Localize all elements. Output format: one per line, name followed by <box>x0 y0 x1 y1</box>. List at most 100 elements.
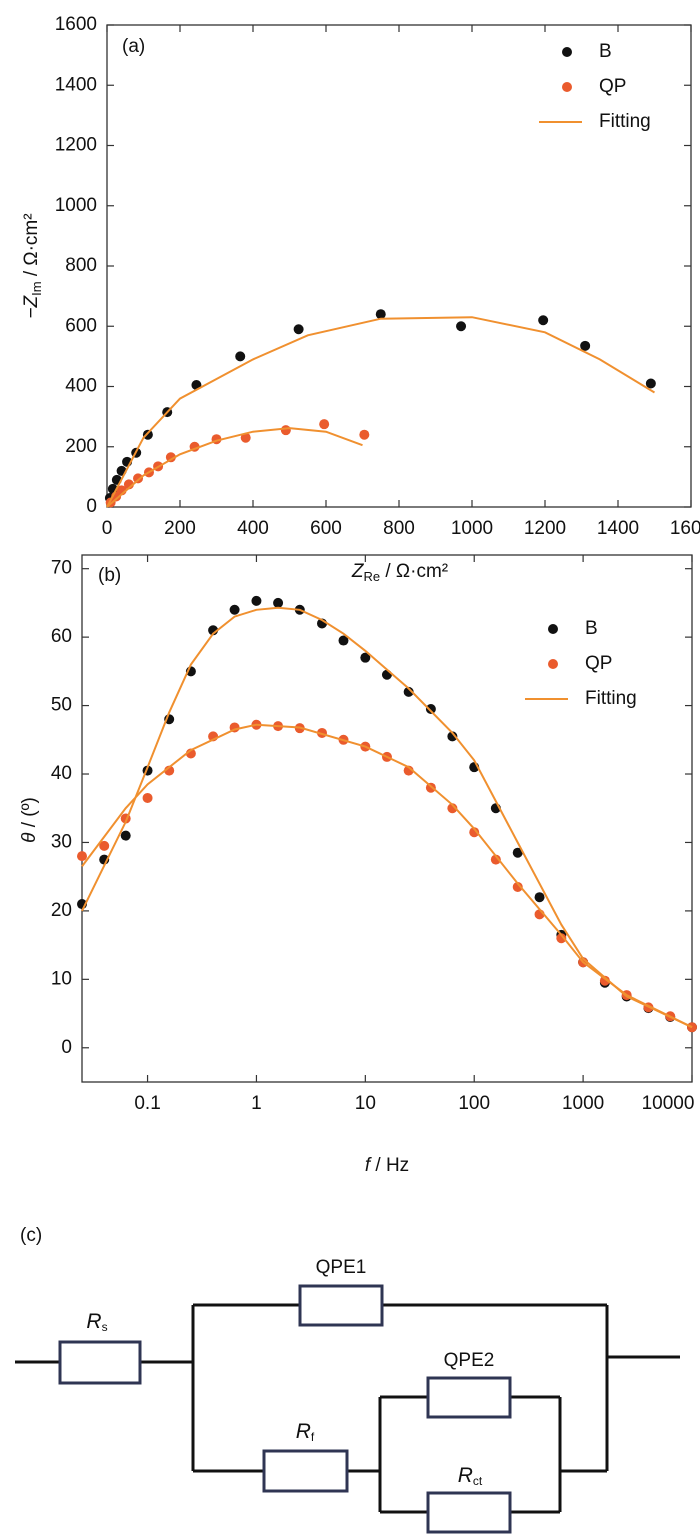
resistor-box <box>262 1449 349 1493</box>
y-tick-label: 1600 <box>55 14 97 35</box>
data-point <box>120 830 131 841</box>
y-tick-label: 200 <box>65 436 97 457</box>
x-axis-label: f / Hz <box>365 1155 409 1176</box>
legend-label: Fitting <box>599 111 651 132</box>
panel-label: (b) <box>98 565 121 586</box>
label-main: R <box>296 1420 311 1443</box>
data-point <box>580 340 591 351</box>
plot-frame <box>106 24 692 508</box>
label-part: / (º) <box>19 797 40 832</box>
legend-swatch <box>548 624 558 634</box>
x-tick-label: 1000 <box>562 1093 604 1114</box>
element-label: Rct <box>458 1464 483 1489</box>
element-label: Rf <box>296 1420 315 1445</box>
x-tick-label: 600 <box>310 518 342 539</box>
y-axis-label: −ZIm / Ω·cm² <box>21 213 44 318</box>
data-point <box>293 324 304 335</box>
y-tick-label: 60 <box>51 626 72 647</box>
fit-line <box>81 606 693 1029</box>
legend-swatch <box>562 47 572 57</box>
x-axis-label: ZRe / Ω·cm² <box>351 561 448 584</box>
label-part: θ <box>19 832 40 843</box>
data-point <box>142 429 153 440</box>
y-tick-label: 400 <box>65 376 97 397</box>
data-point <box>447 803 458 814</box>
y-tick-label: 1000 <box>55 195 97 216</box>
label-sub: s <box>102 1320 108 1334</box>
label-part: / Ω·cm² <box>380 561 448 582</box>
panel-label: (a) <box>122 36 145 57</box>
data-point <box>403 686 414 697</box>
legend-label: QP <box>599 76 626 97</box>
resistor-box <box>426 1491 512 1534</box>
x-tick-label: 1 <box>251 1093 262 1114</box>
legend-swatch <box>548 659 558 669</box>
data-point <box>375 309 386 320</box>
label-part: f <box>365 1155 372 1176</box>
label-part: −Z <box>21 294 42 318</box>
element-label: Rs <box>86 1310 107 1335</box>
data-point <box>556 933 567 944</box>
x-tick-label: 1200 <box>524 518 566 539</box>
data-point <box>687 1022 697 1033</box>
panel-label: (c) <box>20 1225 42 1246</box>
data-point <box>490 854 501 865</box>
data-point <box>133 473 144 484</box>
x-tick-label: 400 <box>237 518 269 539</box>
y-tick-label: 20 <box>51 900 72 921</box>
label-part: / Ω·cm² <box>21 213 42 281</box>
data-point <box>77 851 87 862</box>
element-label: QPE2 <box>444 1350 495 1371</box>
y-tick-label: 30 <box>51 831 72 852</box>
y-tick-label: 10 <box>51 968 72 989</box>
data-point <box>142 792 153 803</box>
data-point <box>456 321 467 332</box>
data-point <box>381 669 392 680</box>
y-axis-label: θ / (º) <box>19 797 40 843</box>
data-point <box>240 432 251 443</box>
fit-line <box>106 316 656 508</box>
y-tick-label: 600 <box>65 315 97 336</box>
label-sub: ct <box>473 1474 483 1488</box>
data-point <box>273 597 284 608</box>
label-sub: f <box>311 1430 315 1444</box>
legend-label: Fitting <box>585 688 637 709</box>
data-point <box>469 827 480 838</box>
x-tick-label: 1400 <box>597 518 639 539</box>
resistor-box <box>58 1340 142 1385</box>
legend-label: B <box>599 41 612 62</box>
label-part: / Hz <box>370 1155 409 1176</box>
x-tick-label: 10 <box>355 1093 376 1114</box>
label-sub: Im <box>29 281 44 295</box>
x-tick-label: 1000 <box>451 518 493 539</box>
data-point <box>229 604 240 615</box>
data-point <box>447 731 458 742</box>
x-tick-label: 0 <box>102 518 113 539</box>
y-tick-label: 800 <box>65 255 97 276</box>
fit-line <box>106 427 363 508</box>
data-point <box>165 452 176 463</box>
y-tick-label: 50 <box>51 695 72 716</box>
data-point <box>319 419 330 430</box>
label-main: R <box>86 1310 101 1333</box>
x-tick-label: 800 <box>383 518 415 539</box>
y-tick-label: 70 <box>51 558 72 579</box>
data-point <box>599 975 610 986</box>
data-point <box>338 635 349 646</box>
y-tick-label: 1400 <box>55 74 97 95</box>
label-sub: Re <box>363 569 380 584</box>
label-part: Z <box>351 561 365 582</box>
x-tick-label: 10000 <box>642 1093 695 1114</box>
data-point <box>645 378 656 389</box>
x-tick-label: 1600 <box>670 518 700 539</box>
x-tick-label: 100 <box>458 1093 490 1114</box>
y-tick-label: 1200 <box>55 135 97 156</box>
data-point <box>359 429 370 440</box>
plot-frame <box>81 554 693 1083</box>
data-point <box>99 840 110 851</box>
data-point <box>534 892 545 903</box>
x-tick-label: 200 <box>164 518 196 539</box>
data-point <box>280 425 291 436</box>
circuit: (c) QPE1 Rs QPE2 Rf Rct <box>15 1225 680 1534</box>
y-tick-label: 0 <box>61 1037 72 1058</box>
